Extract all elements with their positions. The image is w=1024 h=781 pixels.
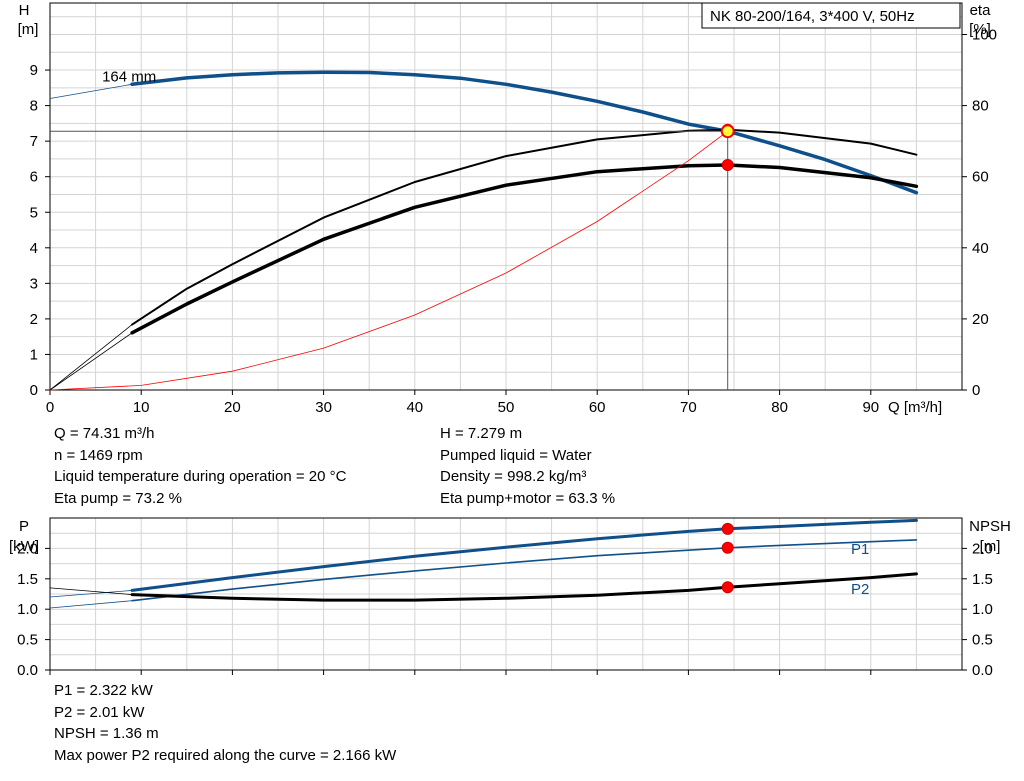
y-tick-label-left: 2.0 [17,540,38,557]
info-p2: P2 = 2.01 kW [54,703,145,721]
p1-extrapolation [49,590,133,598]
y-tick-label-right: 100 [972,27,997,44]
x-tick-label: 0 [46,399,54,416]
x-tick-label: 80 [771,399,788,416]
info-eta-pump-motor: Eta pump+motor = 63.3 % [440,489,616,507]
y-tick-label-right: 1.5 [972,571,993,588]
p1-series-label: P1 [851,541,869,558]
y-axis-label-right: eta [970,2,992,19]
eta-pump-motor-line [130,163,919,335]
y-tick-label-left: 1.5 [17,571,38,588]
x-axis-label: Q [m³/h] [888,399,942,416]
p2-line [131,539,918,602]
x-tick-label: 10 [133,399,150,416]
y-axis-unit-right: [m] [980,538,1001,555]
head-line [130,70,919,195]
info-max-power: Max power P2 required along the curve = … [54,746,397,764]
eta-extrapolation-line [49,324,133,391]
info-density: Density = 998.2 kg/m³ [440,468,587,485]
y-tick-label-left: 1.0 [17,601,38,618]
y-tick-label-left: 0 [30,382,38,399]
y-tick-label-right: 60 [972,169,989,186]
info-p1: P1 = 2.322 kW [54,682,153,699]
power-info: P1 = 2.322 kW P2 = 2.01 kW NPSH = 1.36 m… [54,680,396,766]
npsh-marker [721,581,734,594]
y-tick-label-left: 0.5 [17,632,38,649]
x-tick-label: 30 [315,399,332,416]
head-efficiency-chart: 0 10 20 30 40 50 60 70 80 90 Q [m³/h]0123456789020… [18,2,997,416]
y-tick-label-right: 0 [972,382,980,399]
y-tick-label-right: 20 [972,311,989,328]
npsh-extrapolation [49,587,133,595]
y-tick-label-left: 3 [30,275,38,292]
y-axis-label-left: P [19,518,29,535]
x-tick-label: 60 [589,399,606,416]
x-tick-label: 40 [406,399,423,416]
eta-pump-line [131,128,918,326]
y-tick-label-left: 0.0 [17,662,38,679]
y-tick-label-right: 0.0 [972,662,993,679]
operating-info-left: Q = 74.31 m³/h n = 1469 rpm Liquid tempe… [54,423,346,509]
power-npsh-chart: 0.0 0.5 1.0 1.5 2.0 0.0 0.5 1.0 1.5 2.0 P [kW] NPSH [… [9,517,1011,679]
y-tick-label-left: 2 [30,311,38,328]
info-npsh: NPSH = 1.36 m [54,725,159,742]
y-tick-label-right: 80 [972,98,989,115]
y-axis-unit-right: [%] [969,21,991,38]
y-tick-label-right: 1.0 [972,601,993,618]
p2-marker [721,541,734,554]
y-axis-label-left: H [19,2,30,19]
x-tick-label: 20 [224,399,241,416]
eta-pump-motor-extrapolation [49,332,133,391]
y-tick-label-left: 5 [30,204,38,221]
info-pumped-liquid: Pumped liquid = Water [440,446,592,464]
y-tick-label-left: 8 [30,98,38,115]
info-head: H = 7.279 m [440,425,523,442]
npsh-line [130,572,918,602]
p2-extrapolation [49,600,133,609]
info-speed: n = 1469 rpm [54,446,143,464]
y-axis-label-right: NPSH [969,518,1011,535]
chart-title: NK 80-200/164, 3*400 V, 50Hz [710,8,915,25]
y-tick-label-left: 1 [30,346,38,363]
x-tick-label: 70 [680,399,697,416]
y-axis-unit-left: [kW] [9,538,39,555]
y-tick-label-left: 4 [30,240,38,257]
p2-series-label: P2 [851,581,869,598]
p1-marker [721,522,734,535]
head-operating-point-marker [720,124,735,139]
system-curve-line [49,130,729,391]
y-tick-label-right: 0.5 [972,632,993,649]
y-tick-label-left: 9 [30,62,38,79]
head-extrapolation-line [49,83,133,99]
y-axis-unit-left: [m] [18,21,39,38]
operating-info-right: H = 7.279 m Pumped liquid = Water Densit… [440,423,615,509]
y-tick-label-left: 6 [30,169,38,186]
eta-pump-motor-marker [721,158,734,171]
p1-line [130,518,918,592]
y-tick-label-right: 2.0 [972,540,993,557]
info-eta-pump: Eta pump = 73.2 % [54,489,182,507]
y-tick-label-right: 40 [972,240,989,257]
info-liquid-temp: Liquid temperature during operation = 20… [54,468,347,485]
y-tick-label-left: 7 [30,133,38,150]
head-curve-label: 164 mm [102,68,156,85]
info-flow: Q = 74.31 m³/h [54,425,155,442]
title-box [701,2,961,29]
x-tick-label: 90 [862,399,879,416]
x-tick-label: 50 [498,399,515,416]
